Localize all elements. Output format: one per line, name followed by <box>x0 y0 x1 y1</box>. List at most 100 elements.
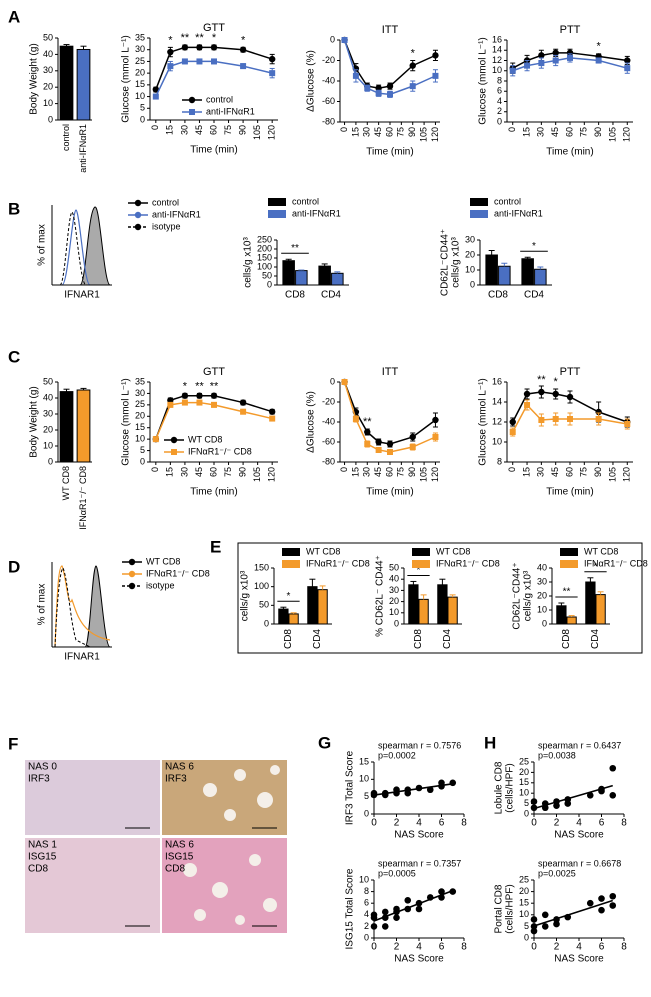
data-point <box>449 888 457 895</box>
x-tick-label: 120 <box>430 127 440 142</box>
panel-label: F <box>8 734 18 753</box>
legend-marker <box>128 582 136 590</box>
x-tick-label: 15 <box>521 467 531 477</box>
y-tick-label: 4 <box>497 96 502 106</box>
data-point <box>509 429 516 435</box>
data-point <box>524 402 531 408</box>
legend-label: isotype <box>146 580 175 590</box>
y-tick-label: 100 <box>257 261 272 271</box>
data-point <box>438 779 445 787</box>
data-point <box>181 44 189 51</box>
data-point <box>404 897 412 904</box>
data-point <box>609 892 617 900</box>
y-axis-label: Glucose (mmol L⁻¹) <box>121 378 132 466</box>
y-tick-label: -40 <box>322 416 335 426</box>
stat-label: spearman r = 0.7576 <box>378 740 461 750</box>
legend-label: WT CD8 <box>584 546 618 556</box>
bar <box>566 616 577 625</box>
y-axis-label: cells/g x10³ <box>243 237 254 288</box>
y-tick-label: 10 <box>465 264 475 274</box>
y-axis-label: ΔGlucose (%) <box>306 391 317 453</box>
bar <box>59 45 74 121</box>
y-axis-label: (cells/HPF) <box>505 884 516 933</box>
y-tick-label: 30 <box>537 576 547 586</box>
data-point <box>567 416 573 422</box>
data-point <box>409 433 416 441</box>
y-tick-label: 200 <box>257 243 272 253</box>
data-point <box>598 895 605 902</box>
x-axis-label: NAS Score <box>394 830 444 841</box>
x-tick-label: 60 <box>564 467 574 477</box>
x-tick-label: CD8 <box>285 290 305 301</box>
y-tick-label: 20 <box>135 411 145 421</box>
y-axis-label: Body Weight (g) <box>29 43 40 115</box>
data-point <box>586 791 594 799</box>
data-point <box>152 93 159 100</box>
legend-swatch <box>282 560 300 568</box>
y-tick-label: -80 <box>322 456 335 466</box>
data-point <box>586 899 594 907</box>
data-point <box>609 902 617 909</box>
y-tick-label: 8 <box>364 886 369 896</box>
data-point <box>553 798 560 805</box>
y-tick-label: 20 <box>519 767 529 777</box>
x-tick-label: 4 <box>416 818 422 829</box>
y-tick-label: 10 <box>537 604 547 614</box>
x-tick-label: 90 <box>237 467 247 477</box>
x-axis-label: Time (min) <box>190 145 237 156</box>
x-tick-label: 45 <box>194 467 204 477</box>
y-tick-label: 250 <box>257 234 272 244</box>
y-tick-label: 0 <box>364 808 369 818</box>
y-tick-label: 12 <box>492 416 502 426</box>
x-tick-label: 60 <box>564 127 574 137</box>
x-tick-label: 8 <box>461 818 467 829</box>
x-axis-label: NAS Score <box>394 954 444 965</box>
data-point <box>181 58 188 65</box>
data-point <box>210 392 218 399</box>
x-tick-label: 105 <box>418 467 428 482</box>
legend-label: anti-IFNαR1 <box>292 208 341 218</box>
x-tick-label: 120 <box>430 467 440 482</box>
y-tick-label: 6 <box>364 898 369 908</box>
data-point <box>595 57 602 64</box>
legend-swatch <box>560 548 578 556</box>
y-tick-label: 30 <box>389 585 399 595</box>
y-tick-label: -60 <box>322 436 335 446</box>
significance-label: * <box>554 376 559 388</box>
data-point <box>370 923 378 930</box>
y-tick-label: 2 <box>364 921 369 931</box>
panel-label: C <box>8 347 20 366</box>
y-tick-label: 40 <box>43 49 53 59</box>
significance-label: * <box>183 380 188 392</box>
data-point <box>375 447 382 453</box>
x-tick-label: 60 <box>384 467 394 477</box>
y-tick-label: 50 <box>43 32 53 42</box>
data-point <box>598 906 605 914</box>
data-point <box>432 434 439 440</box>
legend-label: control <box>292 196 319 206</box>
x-tick-label: 2 <box>554 942 560 953</box>
image-label: ISG15 <box>165 852 194 863</box>
x-tick-label: 0 <box>371 942 377 953</box>
x-tick-label: 8 <box>461 942 467 953</box>
data-point <box>438 894 445 901</box>
legend-label: IFNαR1⁻/⁻ CD8 <box>584 558 648 568</box>
significance-label: ** <box>210 380 219 392</box>
image-label: ISG15 <box>28 852 57 863</box>
bar <box>318 265 331 286</box>
legend-label: IFNαR1⁻/⁻ CD8 <box>306 558 370 568</box>
bar <box>595 594 606 625</box>
x-tick-label: 0 <box>507 127 517 132</box>
stat-label: spearman r = 0.7357 <box>378 858 461 868</box>
data-point <box>196 399 203 406</box>
data-point <box>409 444 416 450</box>
data-point <box>211 401 217 408</box>
y-tick-label: 0 <box>364 932 369 942</box>
y-tick-label: -80 <box>322 116 335 126</box>
x-tick-label: 15 <box>350 127 360 137</box>
y-tick-label: 30 <box>43 65 53 75</box>
data-point <box>566 393 574 401</box>
y-tick-label: 25 <box>135 56 145 66</box>
data-point <box>553 920 560 928</box>
legend-swatch <box>470 210 488 218</box>
